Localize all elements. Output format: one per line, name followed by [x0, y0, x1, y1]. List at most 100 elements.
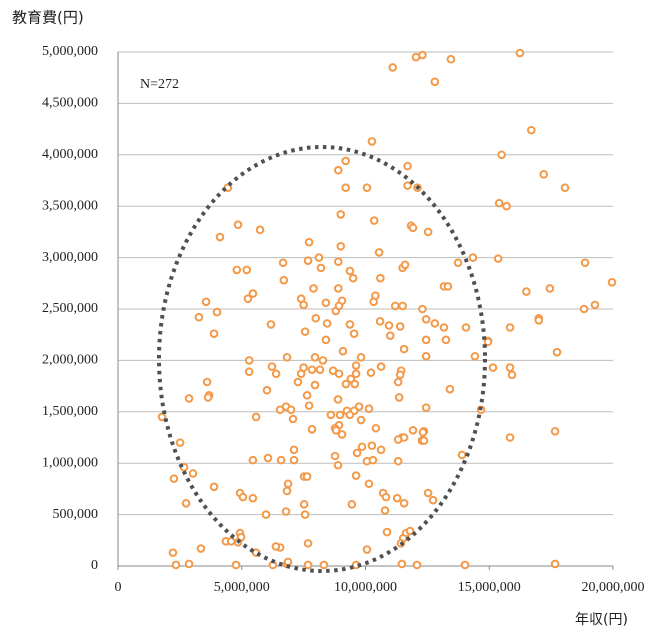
point — [488, 363, 498, 372]
point — [405, 526, 415, 536]
point — [202, 377, 212, 387]
point — [356, 353, 366, 362]
point — [266, 320, 276, 329]
point — [384, 321, 394, 330]
point — [303, 539, 313, 548]
point — [255, 225, 265, 235]
point — [251, 412, 261, 422]
point — [248, 455, 258, 465]
x-tick-label: 10,000,000 — [334, 580, 397, 595]
point — [283, 557, 293, 567]
point — [322, 319, 332, 328]
point — [552, 347, 562, 357]
point — [607, 277, 617, 287]
x-axis-label: 年収(円) — [575, 612, 628, 627]
point — [169, 474, 179, 483]
point — [390, 301, 400, 311]
point — [367, 137, 377, 146]
point — [394, 393, 404, 402]
point — [303, 560, 313, 570]
point — [351, 369, 361, 379]
point — [271, 369, 281, 379]
point — [299, 300, 308, 310]
point — [423, 488, 433, 498]
points — [157, 48, 617, 570]
point — [231, 560, 241, 570]
point — [470, 351, 480, 361]
point — [376, 445, 386, 455]
point — [275, 405, 285, 415]
point — [283, 479, 293, 489]
y-tick-label: 3,000,000 — [42, 250, 98, 265]
y-tick-label: 1,000,000 — [42, 455, 98, 470]
x-tick-label: 5,000,000 — [214, 580, 270, 595]
point — [181, 498, 191, 508]
point — [321, 298, 331, 308]
point — [335, 410, 345, 420]
point — [300, 510, 310, 519]
point — [397, 559, 407, 569]
point — [330, 451, 340, 461]
point — [430, 319, 440, 328]
y-tick-label: 1,500,000 — [42, 404, 98, 419]
point — [336, 210, 346, 219]
point — [430, 77, 440, 87]
point — [393, 456, 403, 466]
point — [368, 455, 378, 465]
point — [393, 377, 403, 387]
point — [289, 445, 299, 455]
point — [203, 393, 213, 402]
point — [362, 183, 372, 192]
point — [539, 170, 549, 179]
y-tick-label: 4,500,000 — [42, 96, 98, 111]
point — [421, 403, 431, 412]
point — [278, 258, 288, 268]
point — [341, 156, 351, 166]
point — [522, 287, 531, 296]
point — [310, 353, 320, 362]
point — [399, 498, 409, 508]
point — [494, 198, 504, 208]
point — [493, 254, 503, 263]
point — [385, 331, 395, 341]
point — [392, 493, 402, 503]
point — [483, 337, 493, 347]
x-tick-label: 0 — [115, 580, 122, 595]
grid — [117, 51, 614, 570]
point — [369, 297, 378, 307]
point — [309, 284, 318, 293]
point — [357, 442, 367, 452]
point — [338, 346, 348, 356]
annotation: N=272 — [140, 77, 179, 92]
point — [282, 353, 292, 362]
point — [288, 414, 298, 424]
point — [560, 183, 570, 192]
point — [333, 284, 343, 293]
point — [590, 300, 600, 310]
point — [351, 361, 361, 370]
x-tick-label: 15,000,000 — [458, 580, 521, 595]
point — [505, 433, 515, 442]
point — [388, 63, 398, 72]
point — [364, 479, 374, 489]
y-tick-label: 500,000 — [53, 507, 99, 522]
point — [307, 424, 317, 434]
point — [412, 560, 422, 570]
point — [333, 165, 343, 175]
point — [248, 493, 258, 503]
x-tick-label: 20,000,000 — [582, 580, 645, 595]
point — [381, 492, 391, 502]
point — [418, 50, 427, 60]
point — [421, 314, 431, 324]
point — [157, 412, 167, 422]
point — [441, 335, 451, 345]
point — [579, 304, 589, 314]
point — [403, 161, 412, 171]
point — [507, 370, 517, 380]
point — [345, 266, 355, 276]
point — [314, 253, 324, 262]
point — [376, 362, 386, 371]
point — [304, 237, 314, 247]
point — [315, 365, 325, 374]
